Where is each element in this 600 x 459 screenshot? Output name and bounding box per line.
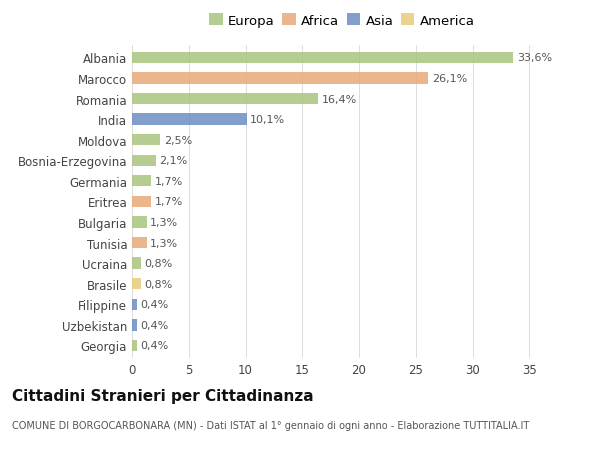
Legend: Europa, Africa, Asia, America: Europa, Africa, Asia, America — [204, 9, 480, 33]
Text: 2,1%: 2,1% — [159, 156, 187, 166]
Text: 26,1%: 26,1% — [431, 74, 467, 84]
Bar — [132, 196, 151, 207]
Text: 0,8%: 0,8% — [145, 258, 173, 269]
Text: 1,7%: 1,7% — [155, 176, 183, 186]
Bar — [132, 279, 141, 290]
Bar — [132, 73, 428, 84]
Text: Cittadini Stranieri per Cittadinanza: Cittadini Stranieri per Cittadinanza — [12, 388, 314, 403]
Text: 0,4%: 0,4% — [140, 341, 168, 351]
Text: 2,5%: 2,5% — [164, 135, 192, 146]
Bar — [132, 319, 137, 331]
Bar — [132, 94, 318, 105]
Text: 1,7%: 1,7% — [155, 197, 183, 207]
Text: 33,6%: 33,6% — [517, 53, 552, 63]
Bar — [132, 134, 160, 146]
Bar — [132, 176, 151, 187]
Text: 16,4%: 16,4% — [322, 94, 357, 104]
Text: 10,1%: 10,1% — [250, 115, 285, 125]
Bar — [132, 217, 147, 228]
Bar — [132, 299, 137, 310]
Text: 0,4%: 0,4% — [140, 320, 168, 330]
Bar — [132, 53, 514, 64]
Bar — [132, 114, 247, 125]
Text: 0,4%: 0,4% — [140, 300, 168, 310]
Bar — [132, 155, 156, 167]
Text: COMUNE DI BORGOCARBONARA (MN) - Dati ISTAT al 1° gennaio di ogni anno - Elaboraz: COMUNE DI BORGOCARBONARA (MN) - Dati IST… — [12, 420, 529, 430]
Text: 0,8%: 0,8% — [145, 279, 173, 289]
Text: 1,3%: 1,3% — [150, 238, 178, 248]
Text: 1,3%: 1,3% — [150, 218, 178, 228]
Bar — [132, 340, 137, 351]
Bar — [132, 258, 141, 269]
Bar — [132, 237, 147, 249]
